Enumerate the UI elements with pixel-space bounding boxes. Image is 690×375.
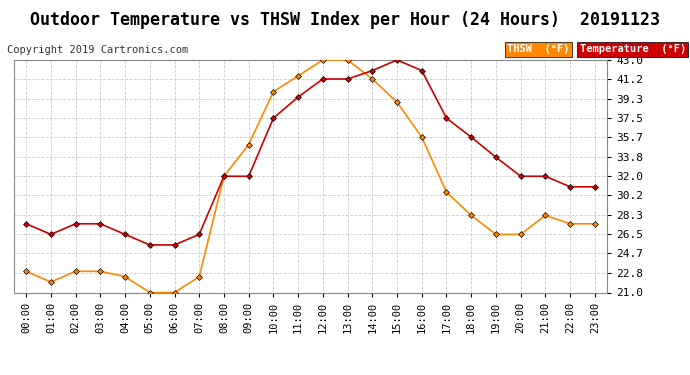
Text: THSW  (°F): THSW (°F) bbox=[507, 44, 570, 54]
Text: Outdoor Temperature vs THSW Index per Hour (24 Hours)  20191123: Outdoor Temperature vs THSW Index per Ho… bbox=[30, 11, 660, 29]
Text: Copyright 2019 Cartronics.com: Copyright 2019 Cartronics.com bbox=[7, 45, 188, 55]
Text: Temperature  (°F): Temperature (°F) bbox=[580, 44, 686, 54]
